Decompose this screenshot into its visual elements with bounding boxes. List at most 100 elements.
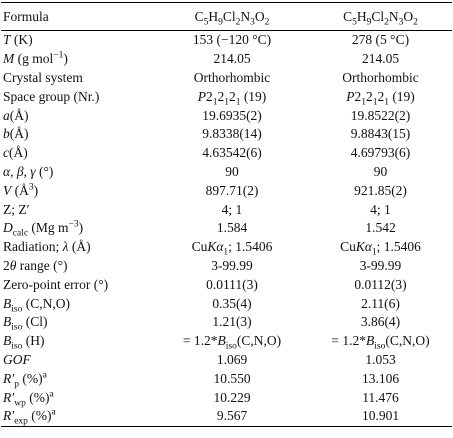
table-row: R′wp (%)a 10.229 11.476 — [1, 388, 452, 408]
text-run: (19) — [240, 88, 267, 104]
text-run: Cl — [222, 8, 236, 24]
cell: 19.6935(2) — [202, 107, 262, 123]
row-label: T (K) — [1, 31, 155, 50]
text-run: (Cl) — [22, 314, 48, 330]
italic-run: B — [3, 333, 12, 349]
text-run: (C,N,O) — [22, 295, 70, 311]
row-label: R′wp (%)a — [1, 388, 155, 408]
table-row: GOF 1.069 1.053 — [1, 351, 452, 370]
cell: 214.05 — [361, 51, 400, 67]
italic-run: λ — [62, 239, 69, 255]
table-row: T (K) 153 (−120 °C) 278 (5 °C) — [1, 31, 452, 50]
row-label: Zero-point error (°) — [3, 276, 109, 292]
text-run: (Mg m — [28, 220, 69, 236]
italic-run: M — [3, 51, 15, 67]
cell: = 1.2*Biso(C,N,O) — [309, 332, 452, 351]
cell: 9.8843(15) — [350, 126, 411, 142]
subscript: 5 — [352, 17, 357, 28]
table-row: Dcalc (Mg m−3) 1.584 1.542 — [1, 219, 452, 240]
table-row: Zero-point error (°) 0.0111(3) 0.0112(3) — [1, 275, 452, 294]
cell: P212121 (19) — [309, 87, 452, 108]
text-run: (g mol — [14, 51, 54, 67]
italic-run: Kα — [355, 239, 372, 255]
subscript: 1 — [223, 247, 229, 258]
italic-run: Kα — [207, 239, 224, 255]
subscript: 3 — [398, 17, 404, 28]
subscript: 1 — [235, 97, 241, 108]
italic-run: P — [197, 88, 206, 104]
subscript: iso — [11, 323, 23, 334]
italic-run: V — [3, 182, 12, 198]
table-row: Biso (C,N,O) 0.35(4) 2.11(6) — [1, 294, 452, 315]
row-label: Crystal system — [3, 69, 83, 85]
cell: 1.584 — [216, 220, 248, 236]
subscript: 1 — [384, 97, 389, 108]
text-run: (Å — [11, 182, 29, 198]
table-row: Biso (H) = 1.2*Biso(C,N,O) = 1.2*Biso(C,N,… — [1, 332, 452, 351]
cell: 3.86(4) — [360, 314, 401, 330]
italic-run: θ — [9, 257, 17, 273]
subscript: 9 — [218, 17, 223, 28]
text-run: 2 — [377, 88, 385, 104]
cell: CuKα1; 1.5406 — [309, 238, 452, 257]
subscript: 2 — [384, 17, 389, 28]
table-row: Biso (Cl) 1.21(3) 3.86(4) — [1, 313, 452, 332]
row-label: Biso (Cl) — [1, 313, 155, 332]
text-run: C — [194, 8, 204, 24]
cell: 9.8338(14) — [202, 126, 262, 142]
cell: 921.85(2) — [354, 182, 407, 198]
subscript: 1 — [361, 97, 366, 108]
subscript: 2 — [264, 17, 270, 28]
cell: 1.053 — [365, 351, 396, 367]
text-run: ) — [78, 220, 84, 236]
cell: 4; 1 — [370, 201, 391, 217]
header-cell: C5H9Cl2N3O2 — [155, 3, 309, 31]
table-row: Radiation; λ (Å) CuKα1; 1.5406 CuKα1; 1.54… — [1, 238, 452, 257]
text-run: (Å) — [9, 145, 28, 161]
text-run: Radiation; — [3, 239, 63, 255]
cell: 1.069 — [216, 351, 248, 367]
subscript: 2 — [413, 17, 418, 28]
italic-run: T — [3, 32, 11, 48]
subscript: 5 — [203, 17, 209, 28]
data-table: Formula C5H9Cl2N3O2 C5H9Cl2N3O2 T (K) 153 (… — [1, 2, 452, 427]
cell: Orthorhombic — [193, 69, 271, 85]
cell: = 1.2*Biso(C,N,O) — [155, 332, 309, 351]
text-run: range (°) — [16, 257, 68, 273]
row-label: a(Å) — [1, 106, 155, 125]
italic-run: R′ — [3, 389, 15, 405]
header-row: Formula C5H9Cl2N3O2 C5H9Cl2N3O2 — [1, 2, 452, 31]
text-run: 2 — [354, 88, 362, 104]
cell: 214.05 — [213, 51, 251, 67]
subscript: 2 — [235, 17, 241, 28]
subscript: iso — [374, 341, 386, 352]
row-label: 2θ range (°) — [1, 257, 155, 276]
text-run: (Å) — [9, 107, 29, 123]
text-run: = 1.2* — [331, 333, 367, 349]
row-label: Dcalc (Mg m−3) — [1, 219, 155, 240]
subscript: calc — [12, 229, 29, 240]
text-run: O — [254, 8, 265, 24]
italic-run: α, β, γ — [3, 163, 36, 179]
row-label: Z; Z′ — [3, 201, 30, 217]
cell: 278 (5 °C) — [351, 32, 410, 48]
italic-run: B — [3, 295, 12, 311]
text-run: (%) — [18, 370, 43, 386]
cell: 90 — [373, 163, 388, 179]
text-run: (C,N,O) — [385, 333, 430, 349]
row-label: Biso (H) — [1, 332, 155, 351]
text-run: 2 — [365, 88, 373, 104]
cell: 153 (−120 °C) — [192, 32, 272, 48]
cell: 13.106 — [361, 370, 400, 386]
subscript: iso — [225, 341, 237, 352]
cell: 0.0111(3) — [206, 276, 258, 292]
cell: Orthorhombic — [342, 69, 419, 85]
text-run: 2 — [217, 88, 225, 104]
cell: 0.35(4) — [212, 295, 252, 311]
row-label: R′p (%)a — [1, 369, 155, 389]
subscript: iso — [11, 304, 23, 315]
table-row: V (Å3) 897.71(2) 921.85(2) — [1, 181, 452, 200]
subscript: 1 — [224, 97, 229, 108]
table-row: a(Å) 19.6935(2) 19.8522(2) — [1, 106, 452, 125]
subscript: iso — [11, 341, 23, 352]
